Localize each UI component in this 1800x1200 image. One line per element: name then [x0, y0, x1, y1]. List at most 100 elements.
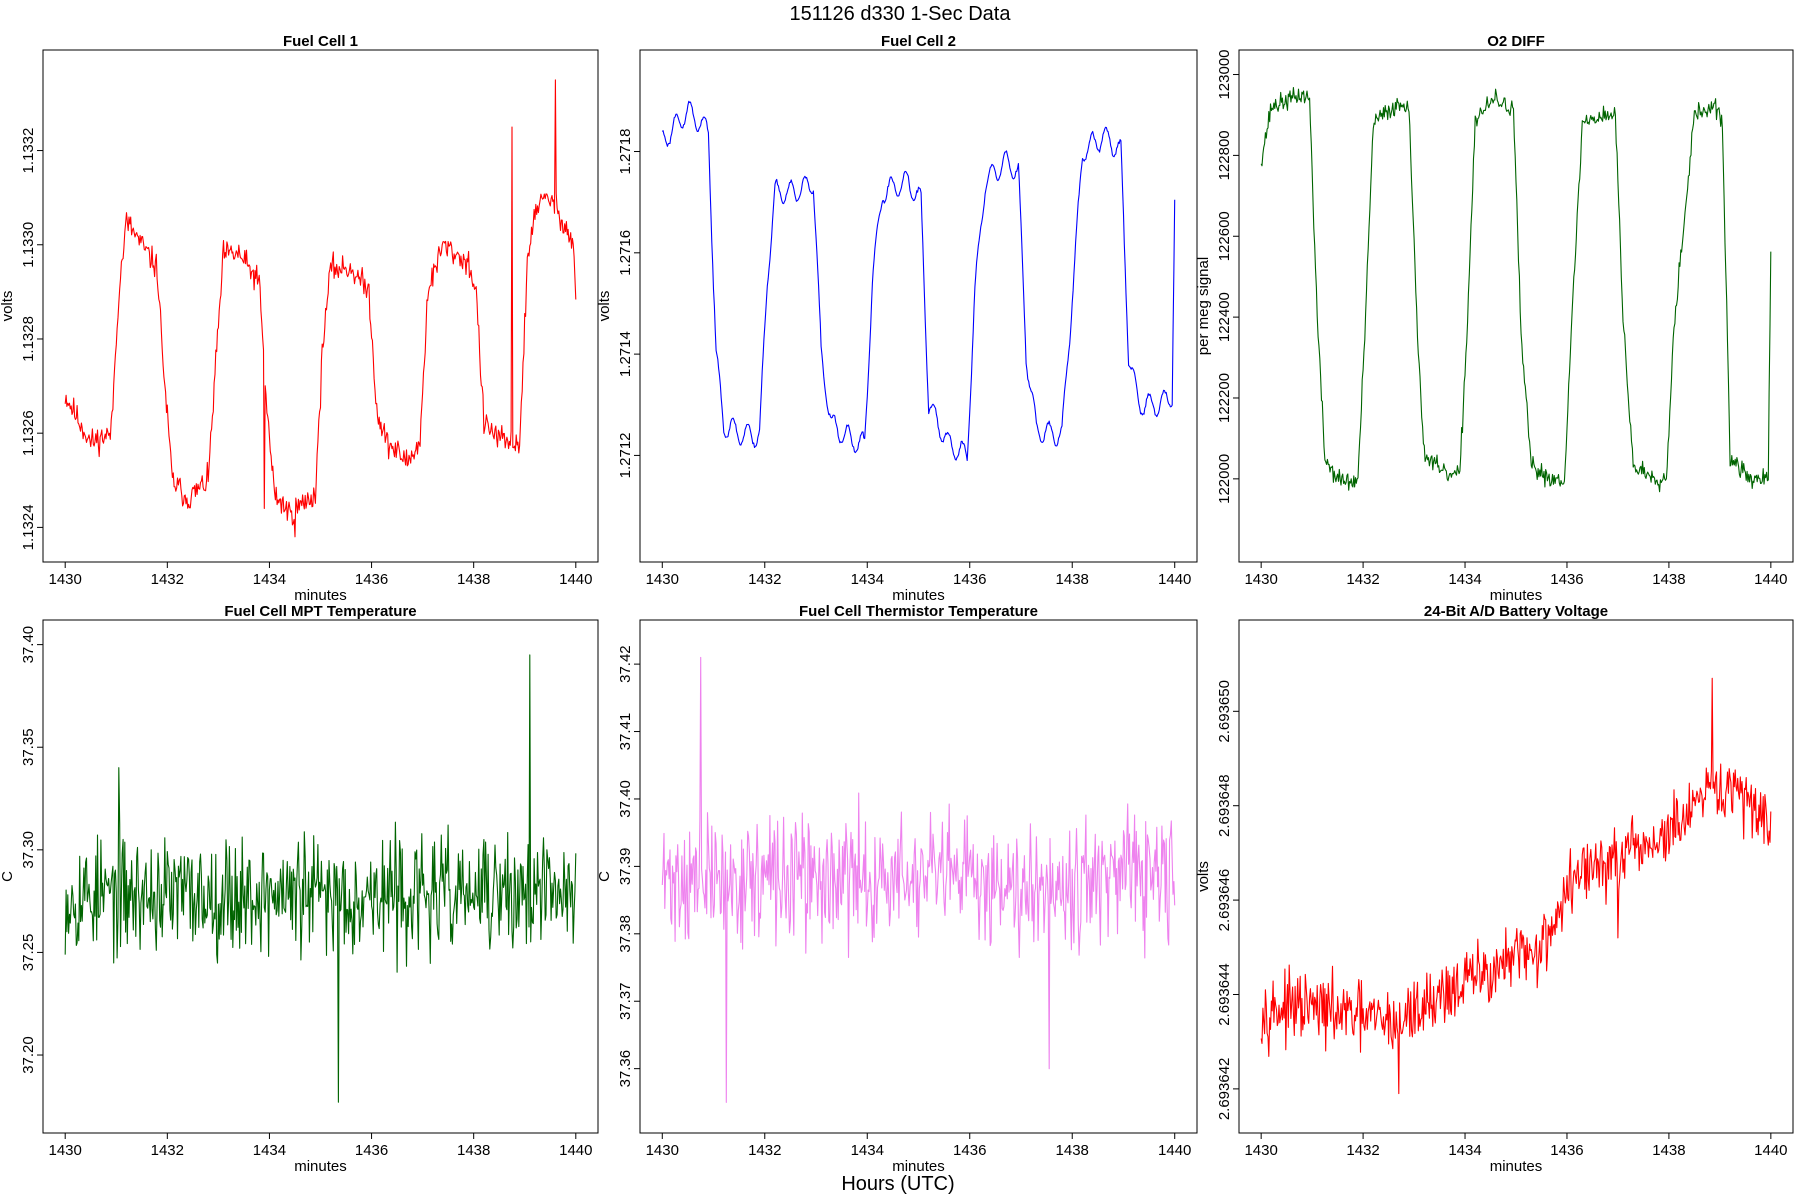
x-tick-label: 1430	[49, 571, 82, 588]
y-tick-label: 37.40	[617, 780, 634, 818]
x-tick-label: 1434	[253, 571, 286, 588]
y-tick-label: 1.1330	[20, 222, 37, 268]
panel-6: 24-Bit A/D Battery Voltage 1430 1432 1434 14…	[1195, 603, 1794, 1175]
x-tick-label: 1440	[559, 1142, 592, 1159]
series-line	[1260, 677, 1772, 1095]
x-tick-label: 1430	[49, 1142, 82, 1159]
y-tick-label: 122400	[1216, 292, 1233, 342]
y-tick-label: 37.40	[20, 626, 37, 664]
x-axis-label: minutes	[294, 587, 347, 604]
panel-title: Fuel Cell 1	[283, 33, 358, 50]
x-tick-label: 1430	[646, 1142, 679, 1159]
y-axis-label: volts	[1195, 861, 1212, 892]
panel-1: Fuel Cell 1 1430 1432 1434 1436 1438 1440 minut…	[0, 33, 599, 604]
panel-title: 24-Bit A/D Battery Voltage	[1424, 603, 1608, 620]
x-axis-label: minutes	[294, 1158, 347, 1175]
y-tick-label: 1.2712	[617, 432, 634, 478]
y-tick-label: 37.20	[20, 1036, 37, 1074]
y-tick-label: 37.38	[617, 915, 634, 953]
y-tick-label: 2.693644	[1216, 963, 1233, 1026]
y-tick-label: 123000	[1216, 49, 1233, 99]
y-tick-label: 1.2714	[617, 331, 634, 377]
y-tick-label: 122600	[1216, 211, 1233, 261]
series-line	[64, 654, 577, 1103]
x-tick-label: 1434	[851, 1142, 884, 1159]
y-tick-label: 1.2716	[617, 230, 634, 276]
x-tick-label: 1436	[953, 571, 986, 588]
x-tick-label: 1436	[953, 1142, 986, 1159]
x-tick-label: 1440	[1158, 571, 1191, 588]
series-line	[661, 656, 1176, 1103]
x-axis-label: minutes	[1490, 587, 1543, 604]
x-tick-label: 1436	[1550, 1142, 1583, 1159]
x-tick-label: 1432	[1346, 571, 1379, 588]
y-tick-label: 1.1326	[20, 410, 37, 456]
y-axis-label: volts	[596, 291, 613, 322]
x-axis-label: minutes	[892, 587, 945, 604]
y-tick-label: 1.1324	[20, 504, 37, 550]
x-tick-label: 1434	[1448, 1142, 1481, 1159]
y-tick-label: 37.41	[617, 713, 634, 751]
y-tick-label: 37.36	[617, 1050, 634, 1088]
panel-title: O2 DIFF	[1487, 33, 1545, 50]
y-tick-label: 37.37	[617, 982, 634, 1020]
plot-frame	[1238, 619, 1794, 1134]
x-tick-label: 1430	[1244, 1142, 1277, 1159]
global-xlabel: Hours (UTC)	[841, 1173, 954, 1195]
panel-5: Fuel Cell Thermistor Temperature 1430 1432…	[596, 603, 1198, 1175]
x-tick-label: 1430	[1244, 571, 1277, 588]
x-tick-label: 1438	[1056, 1142, 1089, 1159]
y-axis-label: C	[0, 871, 16, 882]
y-tick-label: 1.2718	[617, 129, 634, 175]
panel-title: Fuel Cell MPT Temperature	[224, 603, 416, 620]
x-tick-label: 1440	[559, 571, 592, 588]
x-tick-label: 1434	[253, 1142, 286, 1159]
y-tick-label: 37.25	[20, 934, 37, 972]
y-tick-label: 37.35	[20, 728, 37, 766]
y-tick-label: 37.39	[617, 848, 634, 886]
x-tick-label: 1440	[1158, 1142, 1191, 1159]
x-tick-label: 1434	[851, 571, 884, 588]
series-line	[64, 79, 577, 538]
x-tick-label: 1432	[1346, 1142, 1379, 1159]
y-tick-label: 122000	[1216, 454, 1233, 504]
plot-frame	[1238, 49, 1794, 563]
x-axis-label: minutes	[892, 1158, 945, 1175]
y-tick-label: 1.1332	[20, 128, 37, 174]
y-tick-label: 37.30	[20, 831, 37, 869]
series-line	[661, 100, 1176, 462]
y-tick-label: 2.693648	[1216, 774, 1233, 837]
x-tick-label: 1436	[355, 1142, 388, 1159]
x-tick-label: 1440	[1754, 1142, 1787, 1159]
x-tick-label: 1438	[457, 1142, 490, 1159]
y-axis-label: volts	[0, 291, 16, 322]
x-tick-label: 1438	[1652, 1142, 1685, 1159]
y-tick-label: 2.693646	[1216, 869, 1233, 932]
panel-title: Fuel Cell Thermistor Temperature	[799, 603, 1038, 620]
x-tick-label: 1430	[646, 571, 679, 588]
x-tick-label: 1432	[151, 571, 184, 588]
x-tick-label: 1438	[457, 571, 490, 588]
x-tick-label: 1436	[1550, 571, 1583, 588]
x-tick-label: 1434	[1448, 571, 1481, 588]
x-tick-label: 1432	[748, 1142, 781, 1159]
x-axis-label: minutes	[1490, 1158, 1543, 1175]
y-tick-label: 122800	[1216, 130, 1233, 180]
panels: Fuel Cell 1 1430 1432 1434 1436 1438 1440 minut…	[0, 33, 1794, 1175]
plot-frame	[42, 49, 599, 563]
y-tick-label: 1.1328	[20, 316, 37, 362]
panel-title: Fuel Cell 2	[881, 33, 956, 50]
plot-frame	[639, 619, 1198, 1134]
series-line	[1260, 86, 1772, 493]
x-tick-label: 1438	[1056, 571, 1089, 588]
y-axis-label: C	[596, 871, 613, 882]
x-tick-label: 1440	[1754, 571, 1787, 588]
figure-title: 151126 d330 1-Sec Data	[790, 3, 1012, 25]
x-tick-label: 1432	[748, 571, 781, 588]
x-tick-label: 1432	[151, 1142, 184, 1159]
y-tick-label: 122200	[1216, 373, 1233, 423]
panel-2: Fuel Cell 2 1430 1432 1434 1436 1438 1440 minut…	[596, 33, 1198, 604]
plot-frame	[42, 619, 599, 1134]
x-tick-label: 1438	[1652, 571, 1685, 588]
